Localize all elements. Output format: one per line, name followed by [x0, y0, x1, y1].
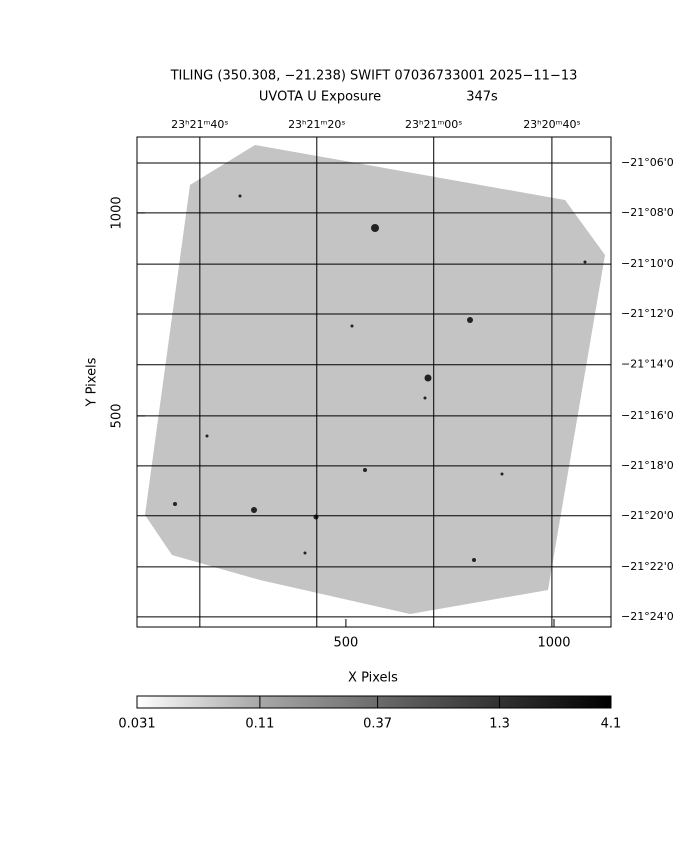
plot-frame: [136, 136, 612, 628]
colorbar-tick-label: 0.11: [245, 717, 274, 732]
right-tick-label: −21°18'0: [621, 459, 674, 472]
colorbar-tick-label: 0.37: [363, 717, 392, 732]
subtitle: UVOTA U Exposure: [259, 90, 381, 105]
right-tick-label: −21°20'0: [621, 509, 674, 522]
right-tick-label: −21°22'0: [621, 560, 674, 573]
y-tick-label: 500: [110, 403, 125, 428]
top-tick-label: 23ʰ21ᵐ40ˢ: [171, 118, 228, 131]
exposure: 347s: [466, 90, 498, 105]
right-tick-label: −21°08'0: [621, 206, 674, 219]
right-tick-label: −21°06'0: [621, 156, 674, 169]
right-tick-label: −21°24'0: [621, 610, 674, 623]
x-tick-label: 500: [333, 636, 358, 651]
colorbar: [136, 695, 612, 709]
top-tick-label: 23ʰ20ᵐ40ˢ: [523, 118, 580, 131]
colorbar-tick-label: 0.031: [118, 717, 155, 732]
colorbar-tick-label: 1.3: [489, 717, 510, 732]
noise: [145, 145, 605, 614]
title: TILING (350.308, −21.238) SWIFT 07036733…: [170, 69, 578, 84]
right-tick-label: −21°14'0: [621, 358, 674, 371]
right-tick-label: −21°12'0: [621, 307, 674, 320]
x-tick-label: 1000: [537, 636, 570, 651]
top-tick-label: 23ʰ21ᵐ20ˢ: [288, 118, 345, 131]
right-tick-label: −21°10'0: [621, 257, 674, 270]
y-axis-label: Y Pixels: [85, 357, 100, 407]
sources: [173, 194, 587, 562]
image: [145, 145, 605, 614]
y-tick-label: 1000: [110, 196, 125, 229]
colorbar-tick-label: 4.1: [601, 717, 622, 732]
top-tick-label: 23ʰ21ᵐ00ˢ: [405, 118, 462, 131]
x-axis-label: X Pixels: [348, 671, 398, 686]
right-tick-label: −21°16'0: [621, 409, 674, 422]
